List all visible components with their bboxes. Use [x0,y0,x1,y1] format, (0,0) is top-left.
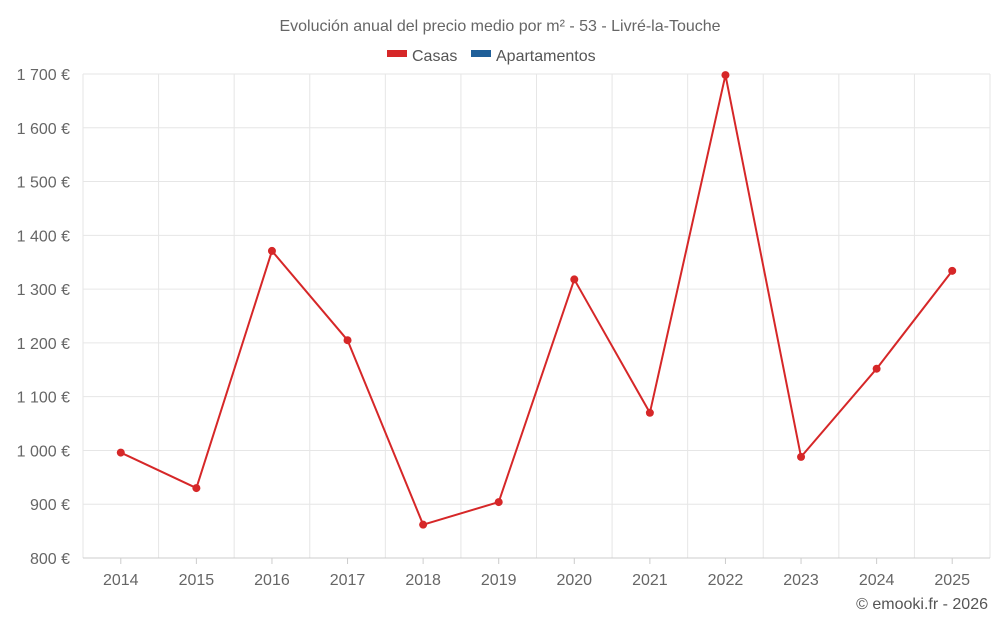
axes: 800 € 900 € 1 000 € 1 100 € 1 200 € 1 300 € 1 … [17,67,990,589]
y-tick-label: 1 200 € [17,336,70,353]
data-point-casas-2024[interactable] [872,364,881,373]
grid [82,73,991,558]
x-tick-label: 2025 [934,572,970,589]
series-line-casas [120,74,953,526]
data-point-casas-2019[interactable] [494,498,503,507]
y-tick-label: 900 € [30,497,70,514]
x-tick-label: 2021 [632,572,668,589]
chart-title: Evolución anual del precio medio por m² … [279,18,720,35]
data-point-casas-2022[interactable] [721,71,730,80]
x-tick-label: 2019 [481,572,517,589]
y-tick-label: 1 500 € [17,175,70,192]
y-tick-label: 1 600 € [17,121,70,138]
legend-item-casas[interactable]: Casas [387,48,457,65]
legend-swatch-casas [387,50,407,57]
x-tick-label: 2018 [405,572,441,589]
data-point-casas-2016[interactable] [267,246,276,255]
x-tick-label: 2017 [330,572,366,589]
legend[interactable]: Casas Apartamentos [387,48,596,65]
x-tick-label: 2020 [556,572,592,589]
x-tick-label: 2024 [859,572,895,589]
series [116,71,957,529]
data-point-casas-2018[interactable] [419,520,428,529]
y-tick-label: 1 400 € [17,228,70,245]
legend-label-apartamentos: Apartamentos [496,48,596,65]
data-point-casas-2015[interactable] [192,484,201,493]
y-tick-label: 1 100 € [17,390,70,407]
x-tick-label: 2016 [254,572,290,589]
y-tick-label: 1 300 € [17,282,70,299]
credit-text: © emooki.fr - 2026 [856,596,988,613]
x-tick-label: 2023 [783,572,819,589]
x-tick-label: 2015 [179,572,215,589]
y-tick-label: 800 € [30,551,70,568]
data-point-casas-2021[interactable] [645,408,654,417]
data-point-casas-2017[interactable] [343,336,352,345]
data-point-casas-2023[interactable] [797,452,806,461]
y-tick-label: 1 000 € [17,443,70,460]
y-tick-label: 1 700 € [17,67,70,84]
x-tick-label: 2014 [103,572,139,589]
legend-item-apartamentos[interactable]: Apartamentos [471,48,596,65]
data-point-casas-2020[interactable] [570,275,579,284]
x-tick-label: 2022 [708,572,744,589]
legend-swatch-apartamentos [471,50,491,57]
legend-label-casas: Casas [412,48,457,65]
data-point-casas-2025[interactable] [948,266,957,275]
data-point-casas-2014[interactable] [116,448,125,457]
